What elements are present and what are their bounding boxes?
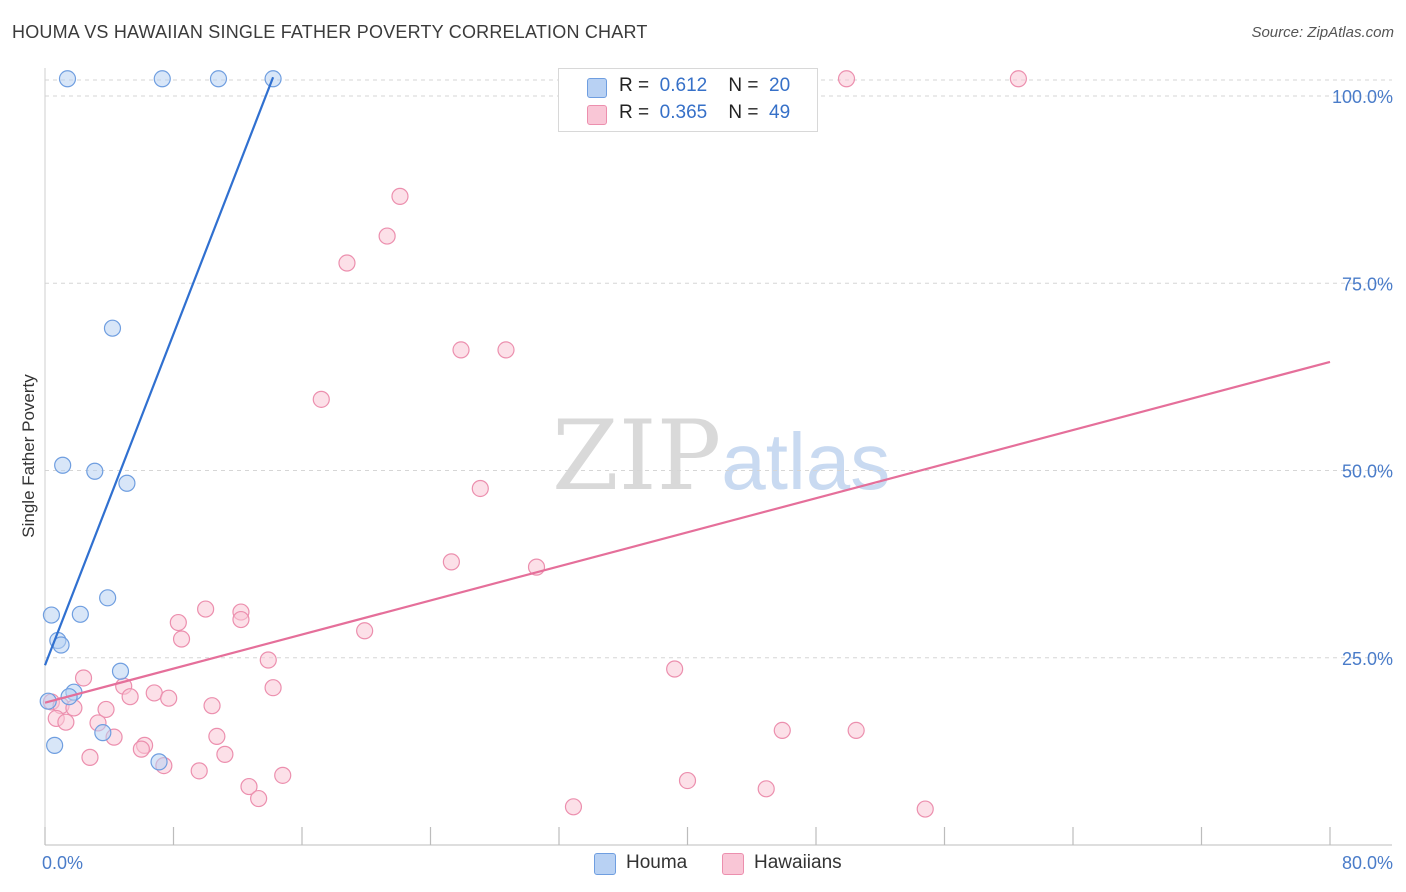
houma-point xyxy=(86,462,104,480)
hawaiians-point xyxy=(259,651,277,669)
hawaiians-r-value: 0.365 xyxy=(659,102,708,123)
hawaiians-point xyxy=(203,697,221,715)
watermark-zip: ZIP xyxy=(552,400,722,512)
houma-point xyxy=(42,606,61,624)
hawaiians-point xyxy=(471,479,489,498)
grid xyxy=(45,79,1392,659)
chart-title: HOUMA VS HAWAIIAN SINGLE FATHER POVERTY … xyxy=(12,22,648,42)
y-tick-label: 25.0% xyxy=(1342,649,1393,669)
hawaiians-point xyxy=(847,721,865,740)
houma-point xyxy=(150,753,168,771)
houma-point xyxy=(99,589,117,607)
hawaiians-point xyxy=(442,553,460,571)
data-points xyxy=(39,70,1027,818)
hawaiians-point xyxy=(145,684,163,702)
hawaiians-point xyxy=(216,745,234,763)
trend-lines xyxy=(43,76,1331,704)
hawaiians-point xyxy=(160,689,178,707)
hawaiians-point xyxy=(264,679,282,697)
houma-point xyxy=(94,724,112,742)
hawaiians-point xyxy=(452,341,470,359)
hawaiians-point xyxy=(57,713,75,731)
hawaiians-point xyxy=(391,187,409,205)
hawaiians-point xyxy=(74,669,93,687)
axes xyxy=(44,68,1392,846)
houma-legend-label: Houma xyxy=(626,852,688,873)
hawaiians-point xyxy=(232,610,250,629)
hawaiians-point xyxy=(497,341,515,359)
hawaiians-n-label: N = xyxy=(728,102,759,123)
houma-point xyxy=(209,70,228,88)
hawaiians-point xyxy=(564,798,583,816)
hawaiians-point xyxy=(208,727,226,745)
houma-trend-line xyxy=(43,76,275,666)
hawaiians-point xyxy=(132,740,150,758)
x-tick-label-max: 80.0% xyxy=(1342,853,1393,873)
houma-point xyxy=(54,456,72,474)
hawaiians-point xyxy=(773,721,791,740)
houma-n-label: N = xyxy=(728,75,759,96)
houma-stats: R = 0.612 N = 20 xyxy=(619,75,790,97)
hawaiians-point xyxy=(356,622,374,640)
houma-point xyxy=(153,70,171,88)
y-tick-label: 50.0% xyxy=(1342,462,1393,482)
hawaiians-point xyxy=(678,771,697,790)
hawaiians-trend-line xyxy=(44,360,1331,704)
hawaiians-point xyxy=(240,777,258,796)
hawaiians-point xyxy=(250,789,268,808)
houma-r-label: R = xyxy=(619,75,650,96)
y-tick-label: 75.0% xyxy=(1342,274,1393,294)
houma-point xyxy=(111,662,130,680)
x-tick-label-min: 0.0% xyxy=(42,853,83,873)
watermark: ZIPatlas xyxy=(552,400,890,512)
houma-point xyxy=(118,474,136,492)
hawaiians-point xyxy=(757,780,775,798)
hawaiians-point xyxy=(172,630,191,648)
hawaiians-point xyxy=(169,613,187,632)
hawaiians-point xyxy=(338,254,356,272)
hawaiians-n-value: 49 xyxy=(769,102,791,123)
houma-point xyxy=(71,605,89,623)
hawaiians-point xyxy=(97,700,115,719)
houma-legend-swatch xyxy=(594,853,616,875)
hawaiians-stats: R = 0.365 N = 49 xyxy=(619,102,790,124)
tick-labels: 25.0% 50.0% 75.0% 100.0% 0.0% 80.0% xyxy=(42,87,1393,873)
correlation-legend: R = 0.612 N = 20 R = 0.365 N = 49 xyxy=(558,68,818,132)
houma-point xyxy=(58,70,77,88)
hawaiians-point xyxy=(1009,70,1027,88)
y-axis-label: Single Father Poverty xyxy=(19,374,38,538)
hawaiians-point xyxy=(378,227,396,245)
source-label: Source: ZipAtlas.com xyxy=(1251,24,1394,41)
hawaiians-point xyxy=(121,688,139,706)
y-tick-label: 100.0% xyxy=(1332,87,1393,107)
watermark-atlas: atlas xyxy=(721,417,891,506)
houma-r-value: 0.612 xyxy=(659,75,708,96)
hawaiians-point xyxy=(312,390,330,408)
houma-point xyxy=(46,736,64,754)
houma-point xyxy=(103,319,122,337)
hawaiians-point xyxy=(81,748,99,766)
hawaiians-point xyxy=(916,800,934,818)
hawaiians-swatch xyxy=(587,105,607,125)
hawaiians-point xyxy=(190,762,208,780)
houma-n-value: 20 xyxy=(769,75,791,96)
hawaiians-r-label: R = xyxy=(619,102,650,123)
hawaiians-point xyxy=(197,600,215,618)
hawaiians-point xyxy=(837,70,856,88)
houma-swatch xyxy=(587,78,607,98)
hawaiians-point xyxy=(666,660,684,678)
hawaiians-point xyxy=(274,766,292,784)
hawaiians-legend-label: Hawaiians xyxy=(754,852,842,873)
hawaiians-legend-swatch xyxy=(722,853,744,875)
